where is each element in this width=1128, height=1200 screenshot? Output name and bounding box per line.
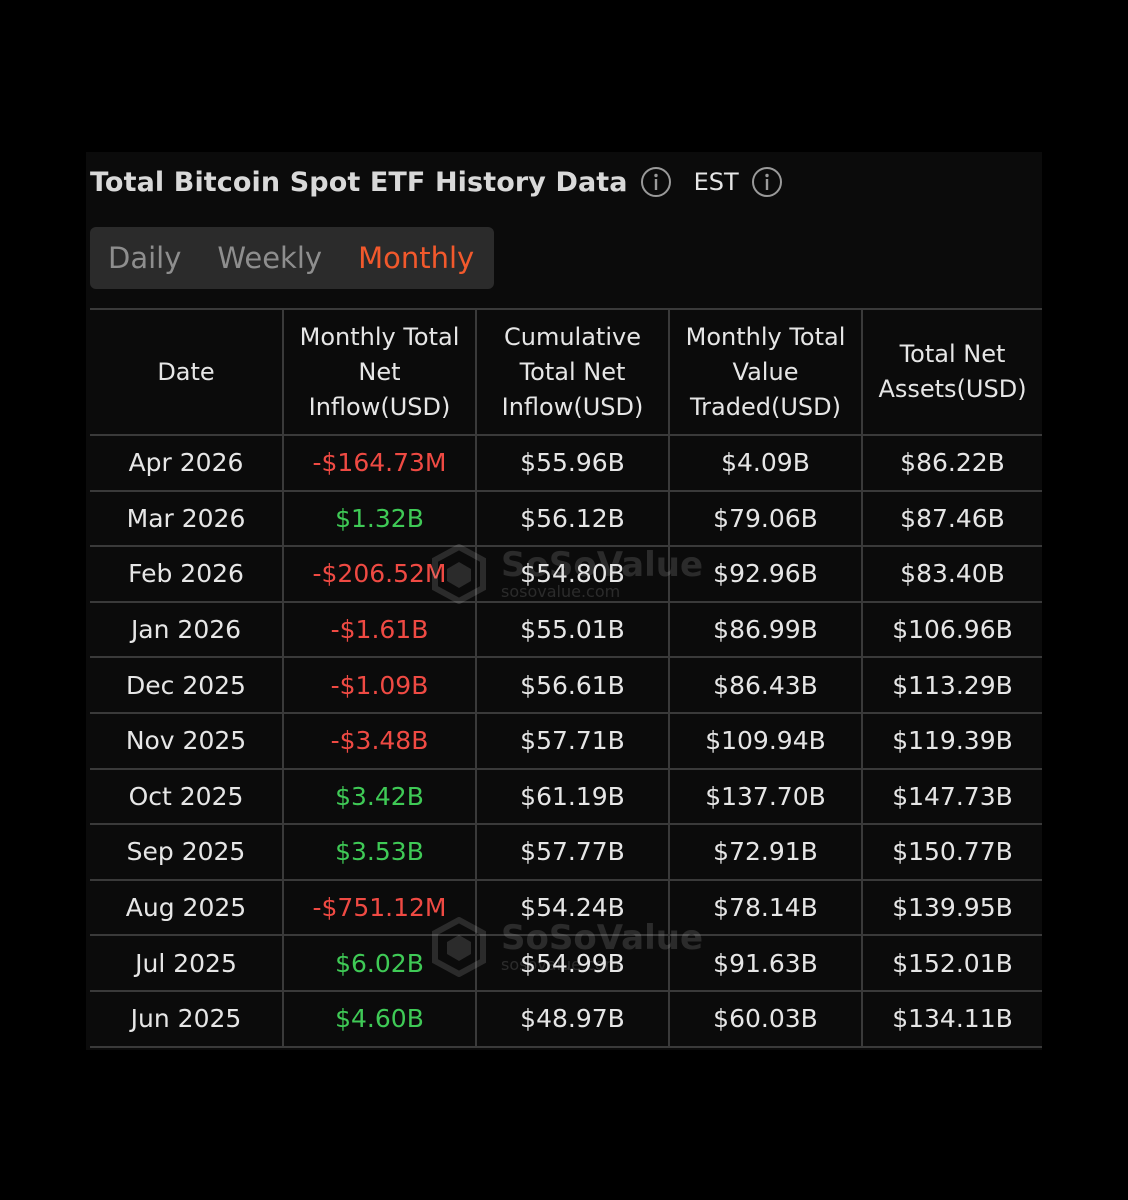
column-header-value-traded[interactable]: Monthly Total Value Traded(USD) bbox=[669, 309, 863, 436]
tab-monthly[interactable]: Monthly bbox=[358, 241, 475, 275]
net-inflow-cell: $3.53B bbox=[283, 824, 477, 881]
value-traded-cell: $86.43B bbox=[669, 657, 863, 714]
net-assets-cell: $150.77B bbox=[862, 824, 1042, 881]
net-inflow-cell: -$164.73M bbox=[283, 435, 477, 492]
net-assets-cell: $83.40B bbox=[862, 546, 1042, 603]
date-cell: Jul 2025 bbox=[90, 935, 284, 992]
value-traded-cell: $78.14B bbox=[669, 879, 863, 937]
etf-history-panel: Total Bitcoin Spot ETF History Data EST … bbox=[86, 152, 1042, 1050]
date-cell: Aug 2025 bbox=[90, 879, 284, 937]
cumulative-inflow-cell: $61.19B bbox=[476, 768, 670, 826]
date-cell: Jan 2026 bbox=[90, 601, 284, 659]
cumulative-inflow-cell: $57.71B bbox=[476, 712, 670, 770]
table-row[interactable]: Apr 2026 -$164.73M $55.96B $4.09B $86.22B bbox=[90, 435, 1042, 492]
value-traded-cell: $79.06B bbox=[669, 490, 863, 548]
table-row[interactable]: Dec 2025 -$1.09B $56.61B $86.43B $113.29B bbox=[90, 657, 1042, 714]
net-assets-cell: $147.73B bbox=[862, 768, 1042, 826]
table-row[interactable]: Nov 2025 -$3.48B $57.71B $109.94B $119.39B bbox=[90, 712, 1042, 770]
table-row[interactable]: Oct 2025 $3.42B $61.19B $137.70B $147.73B bbox=[90, 768, 1042, 826]
period-tabs: Daily Weekly Monthly bbox=[90, 227, 494, 289]
cumulative-inflow-cell: $54.99B bbox=[476, 935, 670, 992]
net-inflow-cell: $6.02B bbox=[283, 935, 477, 992]
date-cell: Apr 2026 bbox=[90, 435, 284, 492]
table-row[interactable]: Mar 2026 $1.32B $56.12B $79.06B $87.46B bbox=[90, 490, 1042, 548]
date-cell: Oct 2025 bbox=[90, 768, 284, 826]
column-header-date[interactable]: Date bbox=[90, 309, 284, 436]
cumulative-inflow-cell: $56.61B bbox=[476, 657, 670, 714]
net-assets-cell: $106.96B bbox=[862, 601, 1042, 659]
table-row[interactable]: Jun 2025 $4.60B $48.97B $60.03B $134.11B bbox=[90, 990, 1042, 1048]
net-assets-cell: $113.29B bbox=[862, 657, 1042, 714]
net-inflow-cell: -$1.61B bbox=[283, 601, 477, 659]
tab-weekly[interactable]: Weekly bbox=[217, 241, 323, 275]
value-traded-cell: $137.70B bbox=[669, 768, 863, 826]
net-inflow-cell: $4.60B bbox=[283, 990, 477, 1048]
column-header-monthly-net-inflow[interactable]: Monthly Total Net Inflow(USD) bbox=[283, 309, 477, 436]
panel-header: Total Bitcoin Spot ETF History Data EST bbox=[90, 164, 783, 200]
net-assets-cell: $87.46B bbox=[862, 490, 1042, 548]
table-header-row: Date Monthly Total Net Inflow(USD) Cumul… bbox=[90, 309, 1042, 436]
table-body: Apr 2026 -$164.73M $55.96B $4.09B $86.22B Mar… bbox=[90, 435, 1042, 1048]
date-cell: Dec 2025 bbox=[90, 657, 284, 714]
cumulative-inflow-cell: $56.12B bbox=[476, 490, 670, 548]
net-inflow-cell: -$1.09B bbox=[283, 657, 477, 714]
net-assets-cell: $119.39B bbox=[862, 712, 1042, 770]
net-assets-cell: $134.11B bbox=[862, 990, 1042, 1048]
column-header-cumulative-net-inflow[interactable]: Cumulative Total Net Inflow(USD) bbox=[476, 309, 670, 436]
value-traded-cell: $4.09B bbox=[669, 435, 863, 492]
value-traded-cell: $72.91B bbox=[669, 824, 863, 881]
cumulative-inflow-cell: $57.77B bbox=[476, 824, 670, 881]
value-traded-cell: $60.03B bbox=[669, 990, 863, 1048]
net-assets-cell: $86.22B bbox=[862, 435, 1042, 492]
net-inflow-cell: $3.42B bbox=[283, 768, 477, 826]
value-traded-cell: $91.63B bbox=[669, 935, 863, 992]
history-table: Date Monthly Total Net Inflow(USD) Cumul… bbox=[90, 308, 1042, 1048]
date-cell: Feb 2026 bbox=[90, 546, 284, 603]
table-row[interactable]: Feb 2026 -$206.52M $54.80B $92.96B $83.40B bbox=[90, 546, 1042, 603]
table-row[interactable]: Jan 2026 -$1.61B $55.01B $86.99B $106.96B bbox=[90, 601, 1042, 659]
cumulative-inflow-cell: $55.01B bbox=[476, 601, 670, 659]
column-header-net-assets[interactable]: Total Net Assets(USD) bbox=[862, 309, 1042, 436]
tab-daily[interactable]: Daily bbox=[108, 241, 182, 275]
timezone-info-icon[interactable] bbox=[751, 166, 783, 198]
date-cell: Jun 2025 bbox=[90, 990, 284, 1048]
cumulative-inflow-cell: $55.96B bbox=[476, 435, 670, 492]
net-assets-cell: $152.01B bbox=[862, 935, 1042, 992]
table-row[interactable]: Sep 2025 $3.53B $57.77B $72.91B $150.77B bbox=[90, 824, 1042, 881]
page-title: Total Bitcoin Spot ETF History Data bbox=[90, 166, 628, 198]
date-cell: Mar 2026 bbox=[90, 490, 284, 548]
cumulative-inflow-cell: $54.24B bbox=[476, 879, 670, 937]
value-traded-cell: $92.96B bbox=[669, 546, 863, 603]
title-info-icon[interactable] bbox=[640, 166, 672, 198]
date-cell: Nov 2025 bbox=[90, 712, 284, 770]
date-cell: Sep 2025 bbox=[90, 824, 284, 881]
table-row[interactable]: Jul 2025 $6.02B $54.99B $91.63B $152.01B bbox=[90, 935, 1042, 992]
cumulative-inflow-cell: $54.80B bbox=[476, 546, 670, 603]
timezone-label: EST bbox=[693, 168, 739, 196]
cumulative-inflow-cell: $48.97B bbox=[476, 990, 670, 1048]
net-assets-cell: $139.95B bbox=[862, 879, 1042, 937]
value-traded-cell: $86.99B bbox=[669, 601, 863, 659]
net-inflow-cell: $1.32B bbox=[283, 490, 477, 548]
net-inflow-cell: -$3.48B bbox=[283, 712, 477, 770]
value-traded-cell: $109.94B bbox=[669, 712, 863, 770]
table-row[interactable]: Aug 2025 -$751.12M $54.24B $78.14B $139.95B bbox=[90, 879, 1042, 937]
net-inflow-cell: -$206.52M bbox=[283, 546, 477, 603]
net-inflow-cell: -$751.12M bbox=[283, 879, 477, 937]
